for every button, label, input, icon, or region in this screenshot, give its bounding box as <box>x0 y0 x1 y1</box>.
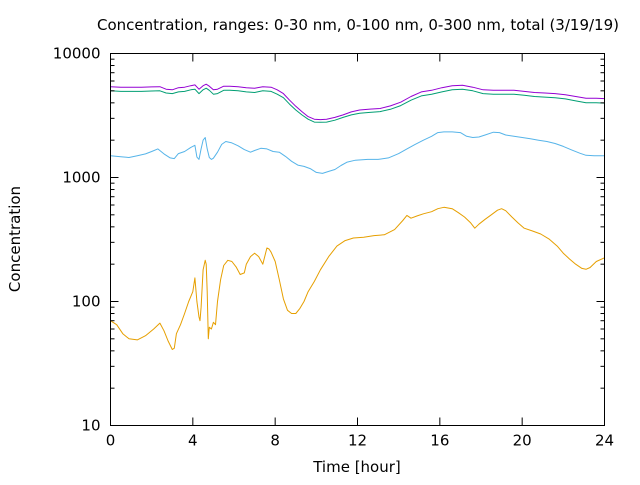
y-tick-label: 10 <box>81 417 100 435</box>
x-axis-label: Time [hour] <box>312 458 401 476</box>
y-tick-label: 10000 <box>53 45 101 63</box>
y-tick-label: 100 <box>72 293 101 311</box>
series-layer <box>110 83 605 350</box>
chart-title: Concentration, ranges: 0-30 nm, 0-100 nm… <box>97 16 619 34</box>
series-line-2 <box>110 131 605 174</box>
x-axis-ticks: 0 4 8 12 16 20 24 <box>106 53 614 450</box>
x-tick-label: 8 <box>270 432 280 450</box>
x-tick-label: 12 <box>348 432 367 450</box>
x-tick-label: 0 <box>106 432 116 450</box>
series-line-3 <box>110 87 605 123</box>
series-line-4 <box>110 83 605 121</box>
x-tick-label: 20 <box>513 432 532 450</box>
y-tick-label: 1000 <box>62 169 100 187</box>
plot-frame <box>110 53 605 426</box>
y-axis-ticks: 10 100 1000 10000 <box>53 45 605 435</box>
series-line-1 <box>110 206 605 350</box>
y-axis-label: Concentration <box>6 186 24 292</box>
x-tick-label: 4 <box>188 432 198 450</box>
x-tick-label: 24 <box>595 432 614 450</box>
x-tick-label: 16 <box>430 432 449 450</box>
